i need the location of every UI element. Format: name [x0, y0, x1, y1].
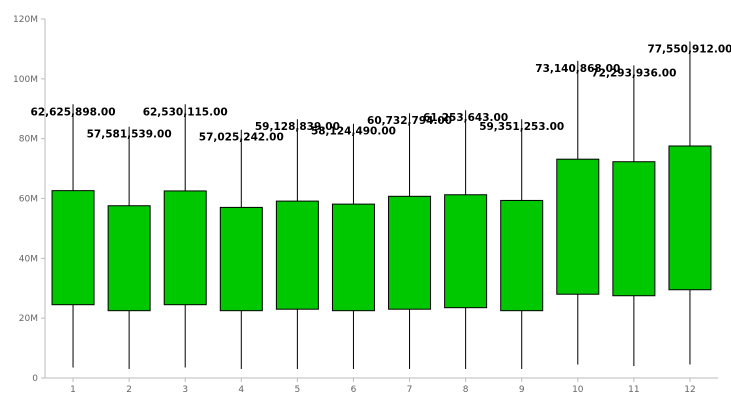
data-labels: 62,625,898.00 57,581,539.00 62,530,115.00 5…: [31, 43, 731, 143]
x-tick-label: 10: [572, 385, 584, 395]
box: [275, 200, 319, 310]
y-tick-label: 120M: [13, 15, 38, 25]
box: [219, 206, 263, 312]
box: [107, 205, 151, 312]
x-tick-label: 2: [126, 385, 132, 395]
data-label: 62,625,898.00: [31, 106, 116, 118]
data-label: 72,293,936.00: [591, 67, 676, 79]
y-tick-label: 20M: [19, 314, 38, 324]
data-label: 59,128,839.00: [255, 121, 340, 133]
data-label: 59,351,253.00: [479, 121, 564, 133]
boxes: [51, 145, 712, 312]
box: [331, 203, 375, 312]
x-tick-label: 3: [182, 385, 188, 395]
data-label: 73,140,868.00: [535, 63, 620, 75]
x-tick-label: 9: [519, 385, 525, 395]
data-label: 60,732,794.00: [367, 115, 452, 127]
data-label: 61,253,643.00: [423, 112, 508, 124]
data-label: 57,581,539.00: [87, 129, 172, 141]
x-tick-label: 8: [463, 385, 469, 395]
y-tick-label: 0: [32, 374, 38, 384]
box: [388, 195, 432, 310]
y-tick-label: 100M: [13, 75, 38, 85]
data-label: 57,025,242.00: [199, 132, 284, 144]
x-tick-label: 4: [238, 385, 244, 395]
y-tick-label: 40M: [19, 254, 38, 264]
x-tick-label: 1: [70, 385, 76, 395]
y-tick-label: 80M: [19, 135, 38, 145]
box: [556, 158, 600, 295]
x-tick-label: 12: [684, 385, 695, 395]
box: [51, 190, 95, 306]
x-tick-label: 7: [407, 385, 413, 395]
x-tick-label: 11: [628, 385, 639, 395]
data-label: 77,550,912.00: [647, 43, 731, 55]
x-tick-label: 6: [351, 385, 357, 395]
box: [163, 190, 207, 306]
x-tick-label: 5: [295, 385, 301, 395]
y-tick-label: 60M: [19, 195, 38, 205]
box: [612, 161, 656, 297]
box: [668, 145, 712, 291]
box: [500, 199, 544, 312]
data-label: 58,124,490.00: [311, 126, 396, 138]
data-label: 62,530,115.00: [143, 106, 228, 118]
box: [444, 194, 488, 309]
